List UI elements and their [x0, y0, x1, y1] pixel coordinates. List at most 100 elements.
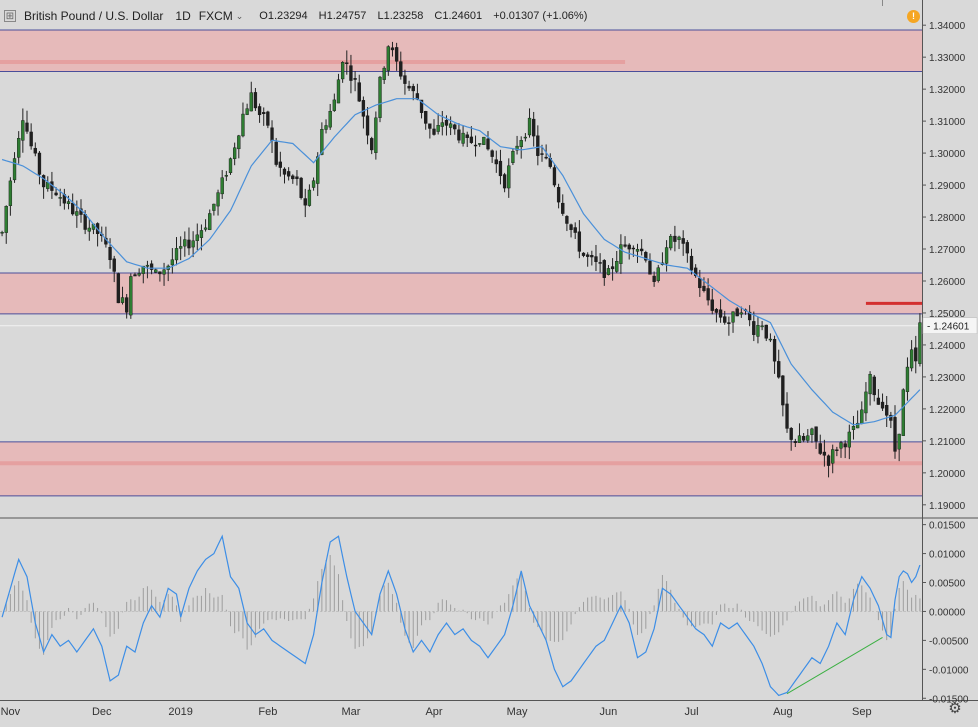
candle-body [257, 106, 262, 116]
candle-body [839, 442, 843, 449]
sr-zone [0, 272, 922, 314]
candle-body [702, 285, 706, 291]
candle-body [390, 47, 395, 51]
candle-body [677, 236, 681, 240]
scale-marker [882, 0, 887, 6]
candle-body [378, 76, 382, 118]
interval-label[interactable]: 1D [175, 9, 191, 23]
candle-body [419, 99, 424, 113]
candle-body [0, 232, 4, 234]
candle-body [914, 347, 918, 362]
alert-icon[interactable]: ! [907, 10, 920, 23]
candle-body [116, 273, 121, 304]
chevron-down-icon[interactable]: ⌄ [235, 10, 244, 21]
open-value: 1.23294 [267, 10, 308, 22]
price-tick-label: 1.32000 [929, 85, 966, 96]
candle-body [897, 433, 901, 450]
candle-body [461, 132, 465, 144]
candle-body [656, 267, 660, 281]
candle-body [577, 231, 582, 252]
osc-tick-label: 0.00500 [929, 579, 966, 590]
candle-body [224, 175, 229, 177]
time-axis-label: Dec [92, 706, 112, 718]
exchange-label[interactable]: FXCM [198, 9, 233, 23]
candle-body [561, 202, 565, 214]
candle-body [232, 147, 237, 159]
candle-body [552, 167, 557, 186]
time-axis-label: Sep [852, 706, 872, 718]
price-tick-label: 1.20000 [929, 469, 966, 480]
candle-body [195, 234, 199, 241]
candle-body [203, 227, 208, 230]
price-tick-label: 1.23000 [929, 373, 966, 384]
price-tick-label: 1.30000 [929, 149, 966, 160]
candle-body [747, 311, 752, 321]
price-tick-label: 1.31000 [929, 117, 966, 128]
candle-body [486, 138, 490, 150]
time-axis-label: Nov [1, 706, 21, 718]
candle-body [12, 158, 17, 181]
collapse-icon[interactable]: ⊞ [4, 10, 16, 22]
osc-tick-label: -0.01000 [929, 665, 969, 676]
candle-body [191, 240, 195, 248]
candle-body [685, 242, 690, 254]
candle-body [149, 263, 154, 270]
symbol-name[interactable]: British Pound / U.S. Dollar [24, 9, 164, 23]
candle-body [777, 361, 781, 378]
candle-body [183, 239, 187, 247]
candle-body [432, 128, 436, 135]
candle-body [822, 451, 827, 456]
candle-body [727, 322, 731, 324]
price-tick-label: 1.19000 [929, 501, 966, 512]
candle-body [909, 349, 914, 369]
gear-icon[interactable]: ⚙ [948, 700, 962, 717]
candle-body [831, 449, 835, 464]
candle-body [291, 175, 295, 180]
candle-body [174, 248, 179, 261]
time-axis-label: Jun [600, 706, 618, 718]
candle-body [33, 147, 37, 154]
candle-body [399, 61, 403, 77]
axis-layer: 1.34000 1.33000 1.32000 1.31000 1.30000 1.290… [1, 21, 978, 718]
candle-body [623, 244, 627, 247]
candle-body [781, 375, 785, 406]
candle-body [760, 325, 764, 328]
candle-body [498, 160, 503, 177]
candle-body [424, 111, 428, 124]
price-tick-label: 1.25000 [929, 309, 966, 320]
candle-body [689, 255, 694, 271]
candle-body [478, 143, 482, 145]
candle-body [527, 117, 532, 136]
candle-body [793, 441, 797, 443]
candle-body [664, 247, 669, 264]
candle-body [208, 213, 212, 230]
candle-body [631, 247, 636, 250]
candle-body [565, 216, 569, 224]
candle-body [681, 238, 685, 244]
candle-body [249, 92, 253, 112]
candle-body [490, 150, 494, 157]
candle-body [145, 264, 150, 267]
ohlc-values: O1.23294 H1.24757 L1.23258 C1.24601 +0.0… [259, 10, 587, 22]
candle-body [523, 136, 528, 139]
candle-body [465, 134, 469, 138]
candle-body [365, 115, 370, 136]
candle-body [112, 258, 116, 272]
candle-body [573, 227, 577, 233]
candle-body [594, 256, 598, 262]
candle-body [739, 312, 743, 315]
candle-body [282, 168, 287, 175]
candle-body [4, 206, 8, 233]
time-axis-label: Feb [258, 706, 277, 718]
candle-body [266, 111, 270, 126]
candle-body [407, 85, 411, 89]
change-value: +0.01307 (+1.06%) [493, 10, 588, 22]
candle-body [768, 338, 773, 341]
candle-body [619, 244, 623, 264]
oscillator-line [1, 534, 921, 697]
candle-body [340, 62, 345, 80]
candle-body [718, 309, 723, 318]
candle-body [270, 127, 274, 141]
